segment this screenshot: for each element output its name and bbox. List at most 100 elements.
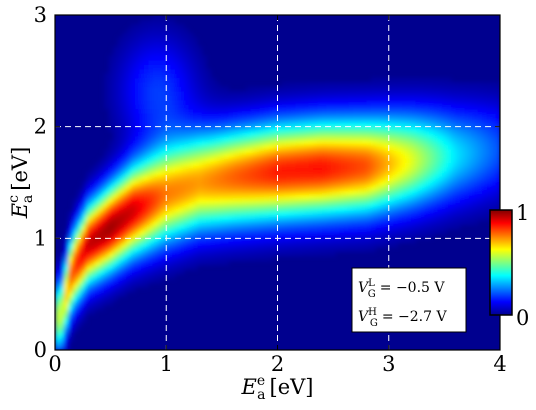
heatmap-cell: [308, 117, 314, 123]
heatmap-cell: [388, 180, 394, 186]
heatmap-cell: [68, 278, 74, 284]
heatmap-cell: [370, 99, 376, 105]
heatmap-cell: [388, 216, 394, 222]
heatmap-cell: [135, 86, 141, 92]
heatmap-cell: [268, 220, 274, 226]
heatmap-cell: [477, 202, 483, 208]
heatmap-cell: [210, 153, 216, 159]
heatmap-cell: [135, 189, 141, 195]
heatmap-cell: [411, 157, 417, 163]
heatmap-cell: [397, 86, 403, 92]
heatmap-cell: [264, 117, 270, 123]
heatmap-cell: [344, 144, 350, 150]
heatmap-cell: [393, 113, 399, 119]
heatmap-cell: [108, 202, 114, 208]
heatmap-cell: [192, 46, 198, 52]
heatmap-cell: [152, 95, 158, 101]
heatmap-cell: [170, 55, 176, 61]
heatmap-cell: [295, 233, 301, 239]
heatmap-cell: [317, 153, 323, 159]
heatmap-cell: [464, 113, 470, 119]
heatmap-cell: [175, 113, 181, 119]
heatmap-cell: [308, 104, 314, 110]
heatmap-cell: [126, 157, 132, 163]
heatmap-cell: [299, 131, 305, 137]
heatmap-cell: [148, 260, 154, 266]
heatmap-cell: [215, 166, 221, 172]
heatmap-cell: [192, 260, 198, 266]
heatmap-cell: [233, 233, 239, 239]
heatmap-cell: [281, 193, 287, 199]
heatmap-cell: [166, 157, 172, 163]
heatmap-cell: [86, 193, 92, 199]
heatmap-cell: [99, 296, 105, 302]
heatmap-cell: [130, 140, 136, 146]
heatmap-cell: [277, 95, 283, 101]
heatmap-cell: [121, 265, 127, 271]
heatmap-cell: [224, 260, 230, 266]
heatmap-cell: [126, 171, 132, 177]
heatmap-cell: [473, 216, 479, 222]
heatmap-cell: [268, 157, 274, 163]
heatmap-cell: [357, 202, 363, 208]
heatmap-cell: [482, 153, 488, 159]
heatmap-cell: [313, 86, 319, 92]
heatmap-cell: [117, 269, 123, 275]
heatmap-cell: [152, 207, 158, 213]
heatmap-cell: [339, 86, 345, 92]
heatmap-cell: [339, 113, 345, 119]
heatmap-cell: [286, 149, 292, 155]
heatmap-cell: [237, 135, 243, 141]
heatmap-cell: [130, 274, 136, 280]
heatmap-cell: [402, 135, 408, 141]
heatmap-cell: [308, 229, 314, 235]
heatmap-cell: [353, 122, 359, 128]
heatmap-cell: [117, 153, 123, 159]
heatmap-cell: [277, 104, 283, 110]
heatmap-cell: [402, 131, 408, 137]
heatmap-cell: [353, 166, 359, 172]
heatmap-cell: [219, 122, 225, 128]
heatmap-cell: [375, 189, 381, 195]
heatmap-cell: [344, 198, 350, 204]
heatmap-cell: [241, 202, 247, 208]
heatmap-cell: [339, 233, 345, 239]
heatmap-cell: [228, 108, 234, 114]
heatmap-cell: [259, 162, 265, 168]
heatmap-cell: [210, 216, 216, 222]
heatmap-cell: [370, 149, 376, 155]
heatmap-cell: [192, 189, 198, 195]
heatmap-cell: [362, 157, 368, 163]
heatmap-cell: [103, 274, 109, 280]
heatmap-cell: [384, 144, 390, 150]
heatmap-cell: [59, 318, 65, 324]
heatmap-cell: [210, 207, 216, 213]
heatmap-cell: [290, 202, 296, 208]
heatmap-cell: [393, 149, 399, 155]
heatmap-cell: [152, 224, 158, 230]
heatmap-cell: [402, 153, 408, 159]
heatmap-cell: [491, 202, 497, 208]
heatmap-cell: [424, 135, 430, 141]
heatmap-cell: [477, 207, 483, 213]
heatmap-cell: [201, 260, 207, 266]
heatmap-cell: [201, 233, 207, 239]
heatmap-cell: [117, 108, 123, 114]
heatmap-cell: [419, 229, 425, 235]
heatmap-cell: [473, 131, 479, 137]
heatmap-cell: [126, 233, 132, 239]
heatmap-cell: [273, 238, 279, 244]
heatmap-cell: [126, 82, 132, 88]
heatmap-cell: [428, 211, 434, 217]
heatmap-cell: [188, 180, 194, 186]
heatmap-cell: [201, 140, 207, 146]
heatmap-cell: [388, 135, 394, 141]
heatmap-cell: [437, 131, 443, 137]
heatmap-cell: [246, 113, 252, 119]
heatmap-cell: [192, 180, 198, 186]
heatmap-cell: [268, 189, 274, 195]
heatmap-cell: [179, 135, 185, 141]
heatmap-cell: [366, 113, 372, 119]
heatmap-cell: [68, 332, 74, 338]
heatmap-cell: [388, 175, 394, 181]
